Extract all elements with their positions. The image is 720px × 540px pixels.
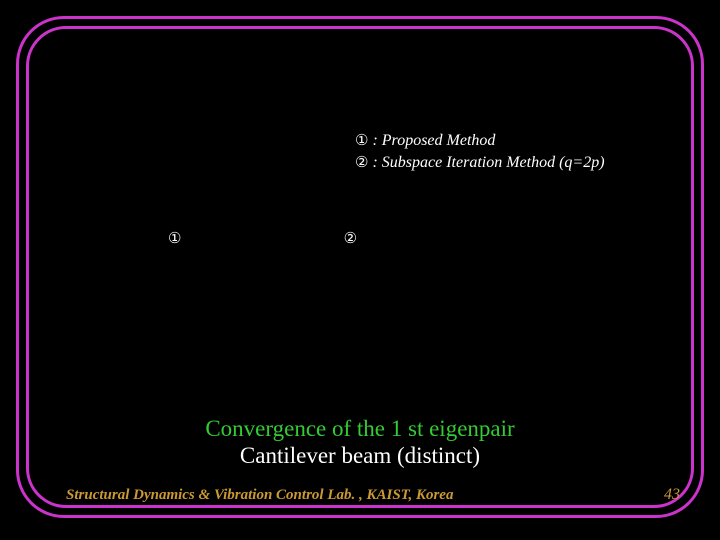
chart-marker-1: ① xyxy=(168,229,181,247)
footer: Structural Dynamics & Vibration Control … xyxy=(66,486,680,504)
legend-marker-1: ① xyxy=(355,131,368,151)
caption: Convergence of the 1 st eigenpair Cantil… xyxy=(0,415,720,469)
chart-markers: ① ② xyxy=(168,229,357,247)
chart-marker-2: ② xyxy=(344,229,357,247)
footer-lab: Structural Dynamics & Vibration Control … xyxy=(66,487,453,504)
legend: ① : Proposed Method ② : Subspace Iterati… xyxy=(355,130,605,173)
footer-page-number: 43 xyxy=(664,486,680,504)
legend-label-1: : Proposed Method xyxy=(372,130,495,152)
caption-line-1: Convergence of the 1 st eigenpair xyxy=(0,415,720,442)
legend-row-1: ① : Proposed Method xyxy=(355,130,605,152)
legend-row-2: ② : Subspace Iteration Method (q=2p) xyxy=(355,152,605,174)
legend-label-2: : Subspace Iteration Method (q=2p) xyxy=(372,152,604,174)
caption-line-2: Cantilever beam (distinct) xyxy=(0,442,720,469)
legend-marker-2: ② xyxy=(355,153,368,173)
